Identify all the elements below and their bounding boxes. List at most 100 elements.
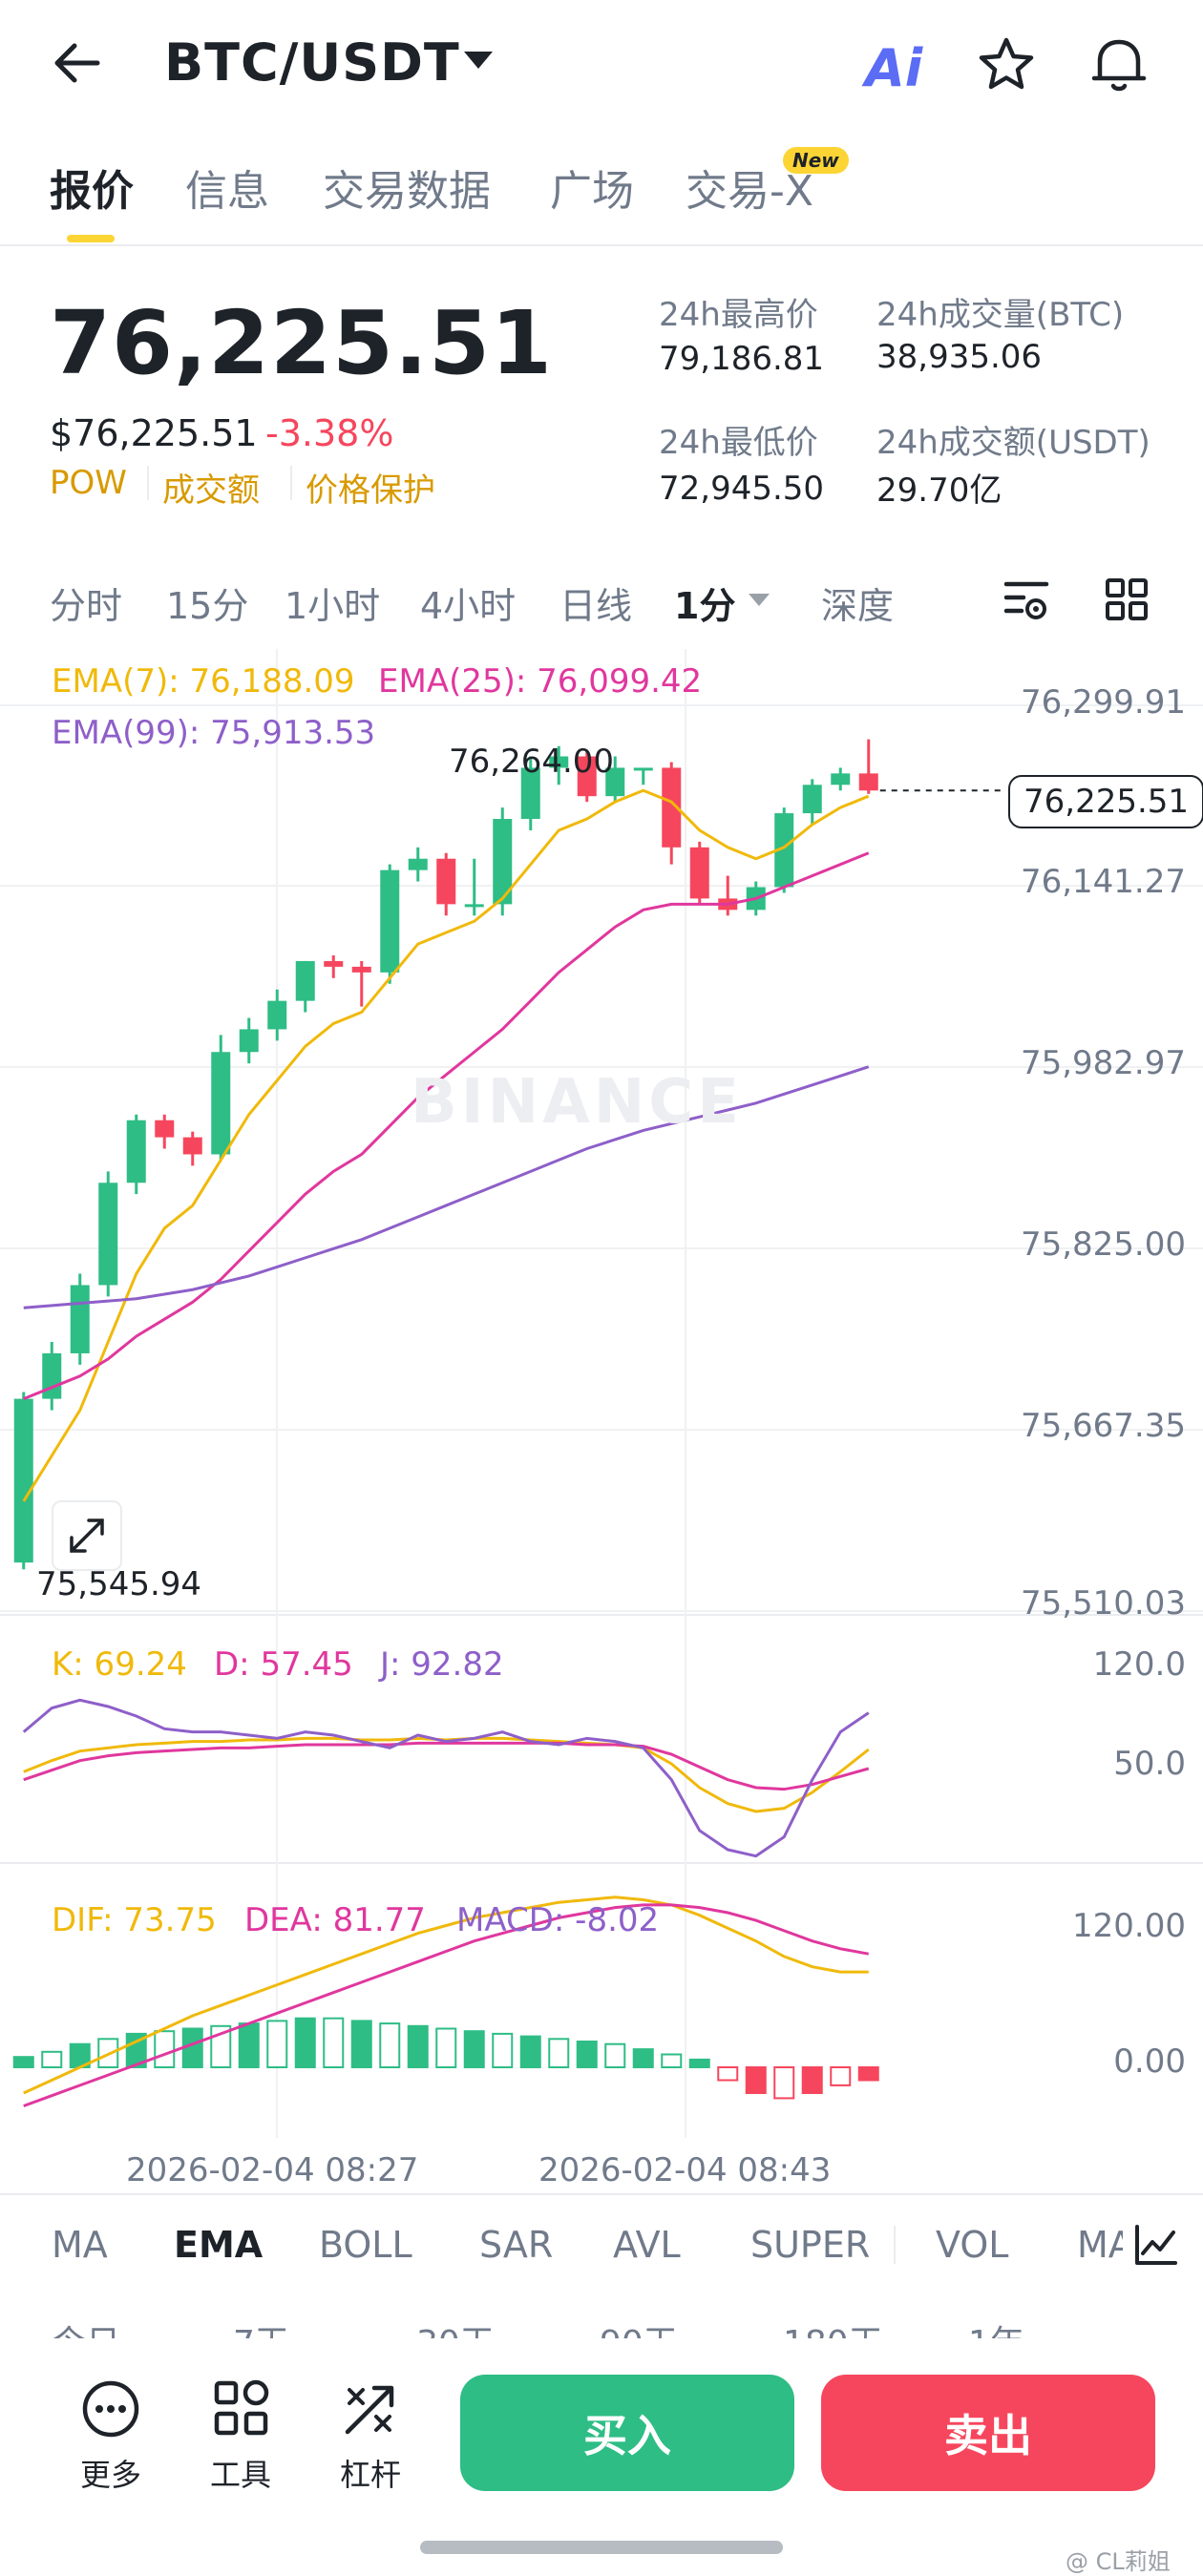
ind-vol[interactable]: VOL [936,2224,1009,2266]
tag-turnover[interactable]: 成交额 [162,471,260,510]
divider [290,466,292,500]
candle-body [464,904,484,908]
price-change: -3.38% [265,412,394,454]
candle-body [408,858,428,870]
candle-body [577,756,597,797]
macd-histogram-bar [463,2030,485,2068]
high-label: 24h最高价 [659,296,818,334]
candle-body [436,858,456,905]
candle-body [211,1052,231,1155]
tab-info[interactable]: 信息 [185,167,269,216]
chart-settings-icon[interactable] [1002,576,1050,628]
macd-histogram-bar [717,2066,739,2082]
leverage-icon[interactable] [340,2380,399,2443]
tf-timeshare[interactable]: 分时 [50,585,123,627]
tag-pow[interactable]: POW [50,464,127,502]
ind-boll[interactable]: BOLL [319,2224,412,2266]
candle-body [267,1000,287,1030]
macd-histogram-bar [238,2022,260,2068]
candles [13,739,1004,1570]
price-chart[interactable] [0,649,1203,2186]
ai-assistant-icon[interactable]: Ai [865,38,923,98]
fullscreen-icon[interactable] [52,1500,122,1571]
usd-price: $76,225.51 [50,412,258,454]
ind-sar[interactable]: SAR [479,2224,554,2266]
more-label[interactable]: 更多 [79,2457,141,2493]
high-marker: 76,264.00 [449,743,615,781]
candle-body [802,785,822,814]
leverage-label[interactable]: 杠杆 [339,2457,401,2493]
macd-histogram-bar [12,2056,34,2068]
kdj-j-line [22,1698,870,1858]
low-label: 24h最低价 [659,424,818,462]
low-value: 72,945.50 [659,470,825,508]
tf-15m[interactable]: 15分 [166,585,249,627]
indicator-chart-icon[interactable] [1123,2216,1190,2273]
kdj-k-line [23,1736,870,1813]
vol-btc-value: 38,935.06 [876,338,1043,376]
macd-histogram-bar [801,2066,823,2094]
low-marker: 75,545.94 [36,1565,202,1603]
candle-body [380,869,400,973]
tag-price-protection[interactable]: 价格保护 [306,471,435,510]
divider [0,2193,1203,2195]
ind-ma[interactable]: MA [52,2224,108,2266]
tf-1h[interactable]: 1小时 [285,585,381,627]
macd-tick: 0.00 [1113,2042,1186,2081]
macd-histogram-bar [576,2041,598,2068]
layout-grid-icon[interactable] [1104,576,1150,626]
candle-body [633,767,653,771]
ema99-legend: EMA(99): 75,913.53 [52,714,376,752]
ind-super[interactable]: SUPER [750,2224,871,2266]
y-tick: 75,667.35 [1020,1407,1186,1445]
tools-label[interactable]: 工具 [209,2457,271,2493]
tab-trade-x[interactable]: 交易-X [686,167,814,216]
kdj-d: D: 57.45 [214,1645,353,1684]
back-arrow-icon[interactable] [50,34,107,92]
sell-button[interactable]: 卖出 [821,2375,1155,2491]
macd-panel [12,1895,879,2107]
tab-trading-data[interactable]: 交易数据 [323,167,491,216]
macd-histogram-bar [857,2066,879,2082]
vol-usdt-label: 24h成交额(USDT) [876,424,1150,462]
candle-body [493,819,513,905]
macd-histogram-bar [830,2066,852,2086]
macd-dif: DIF: 73.75 [52,1901,217,1939]
bell-icon[interactable] [1088,32,1150,99]
macd-histogram-bar [41,2050,63,2069]
divider [147,466,149,500]
candle-body [549,756,569,768]
tab-quote[interactable]: 报价 [50,167,134,216]
star-icon[interactable] [976,34,1037,99]
candle-body [774,813,794,888]
macd-histogram-bar [154,2030,176,2068]
home-indicator[interactable] [420,2541,783,2554]
tf-dropdown-icon[interactable] [747,592,771,613]
ema25-line [23,851,870,1400]
macd-histogram-bar [632,2048,654,2068]
more-icon[interactable] [80,2378,141,2443]
chevron-down-icon[interactable] [462,50,495,76]
vol-btc-label: 24h成交量(BTC) [876,296,1125,334]
vol-usdt-value: 29.70亿 [876,471,1002,510]
macd-dea: DEA: 81.77 [244,1901,426,1939]
pair-title[interactable]: BTC/USDT [164,32,460,93]
tab-square[interactable]: 广场 [550,167,634,216]
macd-dif-line [23,1895,869,2095]
macd-histogram-bar [323,2017,345,2068]
buy-button[interactable]: 买入 [460,2375,794,2491]
tf-1d[interactable]: 日线 [559,585,633,627]
macd-histogram-bar [745,2066,767,2094]
ema7-legend: EMA(7): 76,188.09 [52,662,355,701]
macd-histogram-bar [407,2024,429,2069]
ind-avl[interactable]: AVL [613,2224,681,2266]
y-tick: 75,982.97 [1020,1044,1186,1082]
candle-body [239,1029,259,1053]
tf-depth[interactable]: 深度 [821,585,895,627]
tf-1m[interactable]: 1分 [674,585,736,627]
high-value: 79,186.81 [659,340,825,378]
tools-icon[interactable] [212,2378,271,2441]
candle-body [126,1120,146,1183]
tf-4h[interactable]: 4小时 [420,585,517,627]
ind-ema[interactable]: EMA [174,2224,264,2266]
